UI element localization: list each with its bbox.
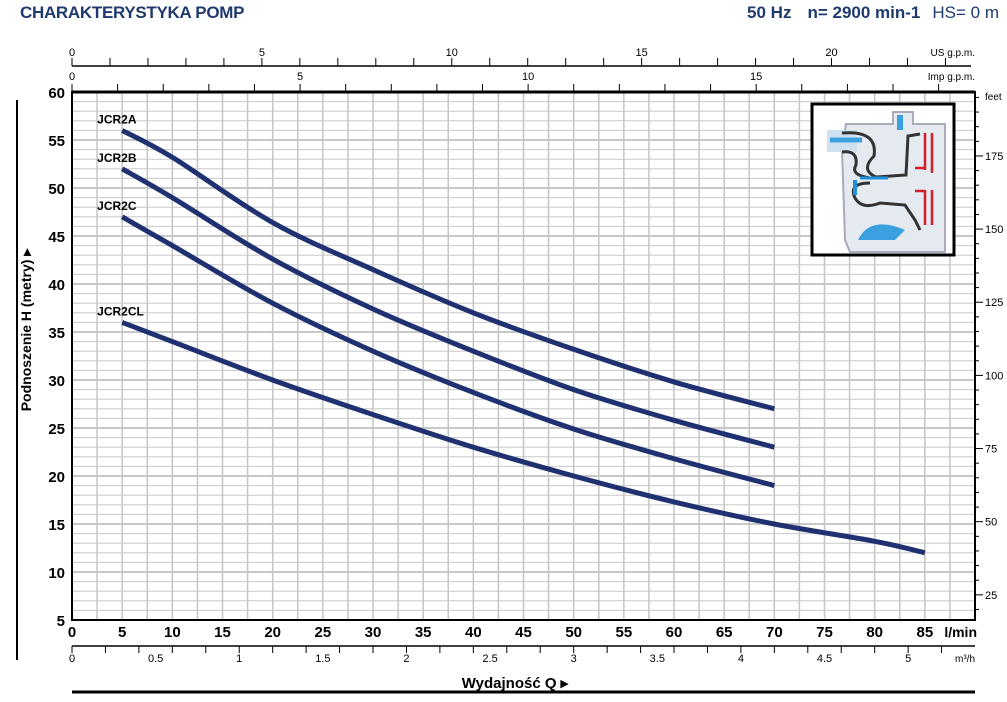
speed: n= 2900 min-1 (807, 3, 921, 22)
curve-jcr2a (120, 128, 775, 412)
imp-gpm-tick-label: 0 (69, 71, 75, 83)
x-tick-label: 10 (164, 624, 181, 641)
x-tick-label: 35 (415, 624, 432, 641)
y-tick-label: 35 (48, 325, 65, 342)
y-tick-label: 5 (57, 613, 65, 630)
m3h-tick-label: 1.5 (315, 653, 330, 665)
x-tick-label: 75 (816, 624, 833, 641)
chart-title: CHARAKTERYSTYKA POMP (20, 3, 245, 22)
feet-unit: feet (985, 92, 1002, 103)
y-tick-label: 20 (48, 469, 65, 486)
imp-gpm-tick-label: 15 (750, 71, 762, 83)
x-tick-label: 50 (565, 624, 582, 641)
x-tick-label: 45 (515, 624, 532, 641)
y-tick-label: 25 (48, 421, 65, 438)
curve-label-jcr2cl: JCR2CL (97, 304, 144, 318)
us-gpm-tick-label: 5 (259, 47, 265, 59)
m3h-tick-label: 0.5 (148, 653, 163, 665)
curve-label-jcr2a: JCR2A (97, 112, 137, 126)
x-tick-label: 65 (716, 624, 733, 641)
m3h-unit: m³/h (955, 654, 975, 665)
x-tick-label: 85 (916, 624, 933, 641)
m3h-tick-label: 2.5 (482, 653, 497, 665)
curve-label-jcr2c: JCR2C (97, 199, 137, 213)
y-tick-label: 45 (48, 229, 65, 246)
us-gpm-tick-label: 15 (636, 47, 648, 59)
imp-gpm-tick-label: 10 (522, 71, 534, 83)
curve-jcr2c (120, 214, 775, 489)
us-gpm-unit: US g.p.m. (931, 48, 975, 59)
y-tick-label: 30 (48, 373, 65, 390)
x-tick-label: 80 (866, 624, 883, 641)
y-tick-label: 50 (48, 181, 65, 198)
pump-cross-section-illustration (810, 102, 956, 257)
x-tick-label: 70 (766, 624, 783, 641)
y-tick-label: 10 (48, 565, 65, 582)
feet-tick-label: 50 (985, 517, 997, 529)
suction-height: HS= 0 m (932, 3, 999, 22)
y-tick-label: 55 (48, 133, 65, 150)
m3h-tick-label: 4 (738, 653, 744, 665)
m3h-tick-label: 0 (69, 653, 75, 665)
x-tick-label: 0 (68, 624, 76, 641)
m3h-tick-label: 5 (905, 653, 911, 665)
x-tick-label: 60 (666, 624, 683, 641)
feet-tick-label: 125 (985, 297, 1003, 309)
feet-tick-label: 100 (985, 370, 1003, 382)
feet-tick-label: 75 (985, 444, 997, 456)
us-gpm-tick-label: 0 (69, 47, 75, 59)
y-tick-label: 15 (48, 517, 65, 534)
y-tick-label: 60 (48, 85, 65, 102)
x-tick-label: 30 (365, 624, 382, 641)
imp-gpm-tick-label: 5 (297, 71, 303, 83)
x-axis-title: Wydajność Q ▸ (462, 675, 570, 692)
feet-tick-label: 25 (985, 590, 997, 602)
frequency: 50 Hz (747, 3, 792, 22)
m3h-tick-label: 3.5 (650, 653, 665, 665)
x-tick-label: 20 (264, 624, 281, 641)
x-tick-label: 25 (314, 624, 331, 641)
m3h-tick-label: 4.5 (817, 653, 832, 665)
curve-jcr2cl (121, 320, 926, 556)
x-tick-label: 40 (465, 624, 482, 641)
curve-label-jcr2b: JCR2B (97, 151, 137, 165)
x-tick-label: 55 (615, 624, 632, 641)
x-unit-label: l/min (944, 624, 977, 640)
feet-tick-label: 150 (985, 224, 1003, 236)
us-gpm-tick-label: 20 (825, 47, 837, 59)
us-gpm-tick-label: 10 (446, 47, 458, 59)
imp-gpm-unit: Imp g.p.m. (928, 72, 975, 83)
x-tick-label: 15 (214, 624, 231, 641)
y-tick-label: 40 (48, 277, 65, 294)
pump-spec: 50 Hz n= 2900 min-1 HS= 0 m (747, 3, 999, 23)
m3h-tick-label: 3 (571, 653, 577, 665)
m3h-tick-label: 1 (236, 653, 242, 665)
m3h-tick-label: 2 (403, 653, 409, 665)
curve-jcr2b (120, 166, 775, 450)
feet-tick-label: 175 (985, 151, 1003, 163)
y-axis-title: Podnoszenie H (metry) ▸ (18, 248, 34, 412)
x-tick-label: 5 (118, 624, 126, 641)
